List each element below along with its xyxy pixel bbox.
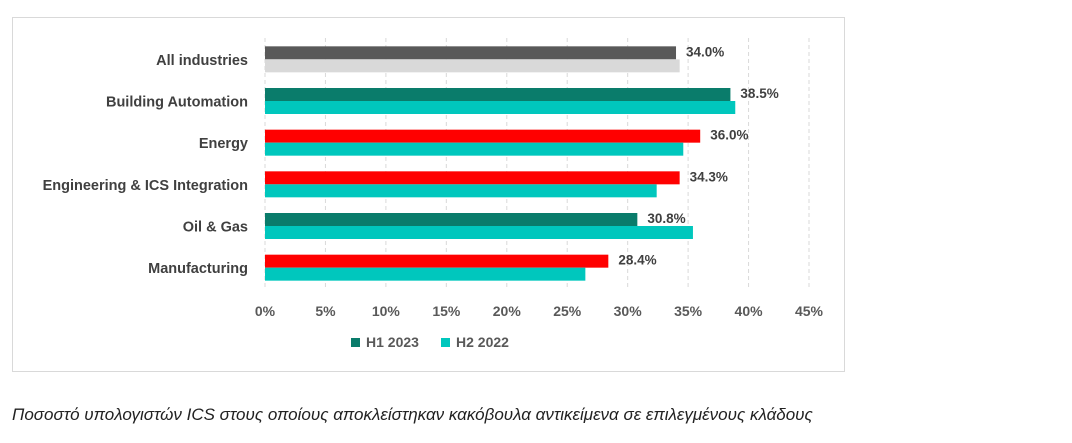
category-label: Energy [199, 136, 248, 152]
bar-h1-2023 [265, 129, 701, 143]
category-label: Building Automation [106, 95, 248, 111]
category-label: All industries [156, 53, 248, 69]
bar-h1-2023 [265, 46, 677, 60]
x-tick-label: 10% [372, 303, 401, 319]
bar-h2-2022 [265, 267, 586, 281]
x-tick-label: 35% [674, 303, 703, 319]
data-label: 30.8% [647, 211, 685, 226]
category-labels: All industries Building Automation Energy E… [43, 53, 248, 277]
bars [265, 46, 736, 281]
bar-h1-2023 [265, 254, 609, 268]
legend: H1 2023 H2 2022 [351, 334, 509, 350]
bar-h2-2022 [265, 226, 693, 239]
figure-caption: Ποσοστό υπολογιστών ICS στους οποίους απ… [12, 405, 813, 424]
legend-label: H1 2023 [366, 334, 419, 350]
gridlines [264, 38, 810, 288]
bar-h2-2022 [265, 101, 736, 114]
bar-h2-2022 [265, 184, 657, 198]
bar-h1-2023 [265, 171, 680, 185]
x-tick-label: 20% [493, 303, 522, 319]
x-axis-tick-labels: 0% 5% 10% 15% 20% 25% 30% 35% 40% 45% [255, 303, 824, 319]
x-tick-label: 15% [432, 303, 461, 319]
legend-swatch [441, 338, 450, 347]
data-label: 36.0% [710, 128, 748, 143]
x-tick-label: 25% [553, 303, 582, 319]
legend-swatch [351, 338, 360, 347]
x-tick-label: 5% [315, 303, 336, 319]
data-label: 38.5% [740, 86, 778, 101]
x-tick-label: 45% [795, 303, 824, 319]
x-tick-label: 40% [735, 303, 764, 319]
x-tick-label: 0% [255, 303, 276, 319]
category-label: Oil & Gas [183, 220, 248, 236]
x-tick-label: 30% [614, 303, 643, 319]
legend-label: H2 2022 [456, 334, 509, 350]
data-labels: 34.0% 38.5% 36.0% 34.3% 30.8% 28.4% [618, 44, 778, 267]
category-label: Manufacturing [148, 261, 248, 277]
bar-h2-2022 [265, 59, 680, 73]
category-label: Engineering & ICS Integration [43, 178, 248, 194]
bar-h1-2023 [265, 88, 731, 101]
data-label: 34.0% [686, 44, 724, 59]
data-label: 28.4% [618, 253, 656, 268]
bar-h2-2022 [265, 142, 684, 156]
data-label: 34.3% [690, 169, 728, 184]
bar-h1-2023 [265, 213, 638, 226]
